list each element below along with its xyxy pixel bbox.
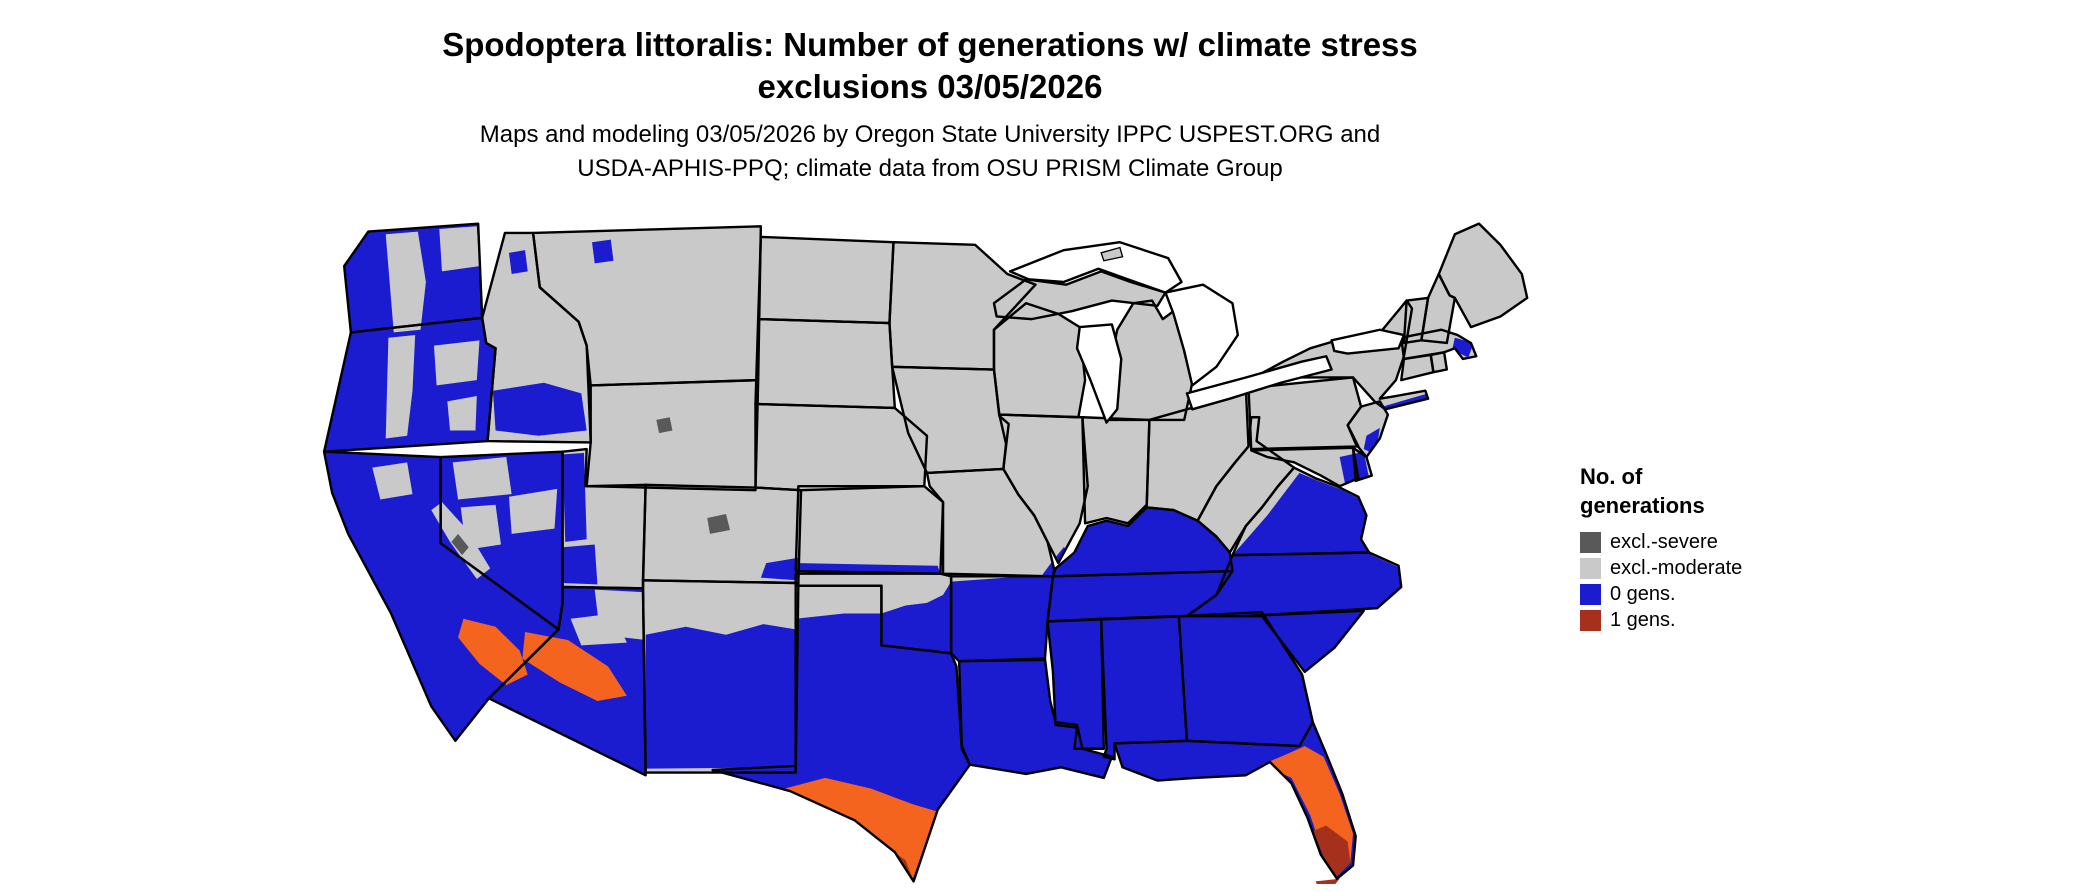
legend-swatch-zero-gens	[1580, 583, 1601, 605]
legend-row-zero-gens: 0 gens.	[1580, 581, 1880, 607]
excluded-cascades-washington	[385, 231, 426, 333]
legend-label-excl-severe: excl.-severe	[1610, 531, 1718, 553]
excluded-severe-sierra-crest	[451, 533, 469, 556]
excluded-severe-wyoming-range	[656, 417, 673, 434]
legend-heading-line1: No. of	[1580, 464, 1643, 489]
page-title: Spodoptera littoralis: Number of generat…	[0, 24, 1860, 108]
legend-label-zero-gens: 0 gens.	[1610, 583, 1676, 605]
lake-michigan	[1075, 323, 1123, 424]
excluded-klamath	[372, 462, 413, 500]
excluded-north-nevada-1	[452, 457, 512, 500]
legend-label-one-gen: 1 gens.	[1610, 609, 1676, 631]
one-gen-lower-colorado-river	[458, 618, 528, 686]
legend-heading-line2: generations	[1580, 493, 1705, 518]
zero-gen-nw-montana	[592, 239, 614, 264]
legend-swatch-excl-severe	[1580, 531, 1601, 553]
page-subtitle-line1: Maps and modeling 03/05/2026 by Oregon S…	[479, 121, 1381, 148]
excluded-ne-washington	[439, 226, 480, 272]
lake-huron	[1164, 283, 1240, 387]
excluded-east-oregon-1	[433, 340, 480, 386]
excluded-cascades-oregon	[385, 335, 416, 439]
excluded-mogollon-rim	[570, 613, 627, 646]
lake-erie	[1185, 355, 1333, 411]
page-subtitle: Maps and modeling 03/05/2026 by Oregon S…	[0, 118, 1860, 186]
us-choropleth-map	[308, 221, 1554, 884]
legend-row-one-gen: 1 gens.	[1580, 607, 1880, 633]
one-gen-florida-keys	[1315, 878, 1340, 884]
excluded-east-oregon-2	[447, 396, 477, 431]
page-title-line1: Spodoptera littoralis: Number of generat…	[442, 26, 1418, 63]
great-lakes	[1008, 241, 1406, 424]
legend-swatch-excl-moderate	[1580, 557, 1601, 579]
legend-items: excl.-severe excl.-moderate 0 gens. 1 ge…	[1580, 529, 1880, 633]
us-map-svg	[322, 222, 1529, 884]
excluded-central-nevada	[460, 504, 501, 550]
excluded-north-nevada-2	[508, 488, 558, 534]
zero-gen-west-utah	[562, 453, 587, 542]
one-gen-south-arizona	[522, 632, 627, 702]
legend-label-excl-moderate: excl.-moderate	[1610, 557, 1743, 579]
zero-gen-se-colorado	[760, 557, 799, 581]
zero-gen-new-mexico-south	[645, 624, 796, 769]
zero-gen-sw-utah	[562, 544, 598, 585]
legend-swatch-one-gen	[1580, 609, 1601, 631]
page-title-line2: exclusions 03/05/2026	[757, 68, 1103, 105]
page-subtitle-line2: USDA-APHIS-PPQ; climate data from OSU PR…	[577, 155, 1283, 182]
zero-gen-idaho-panhandle	[508, 250, 528, 275]
zero-gen-snake-river-plain	[492, 382, 587, 436]
isle-royale	[1100, 246, 1124, 262]
legend-row-excl-severe: excl.-severe	[1580, 529, 1880, 555]
lake-ontario	[1330, 328, 1406, 355]
one-gen-south-florida-tip	[1312, 825, 1351, 877]
map-legend: No. of generations excl.-severe excl.-mo…	[1580, 462, 1880, 633]
legend-row-excl-moderate: excl.-moderate	[1580, 555, 1880, 581]
excluded-severe-colorado-rockies	[707, 514, 731, 534]
